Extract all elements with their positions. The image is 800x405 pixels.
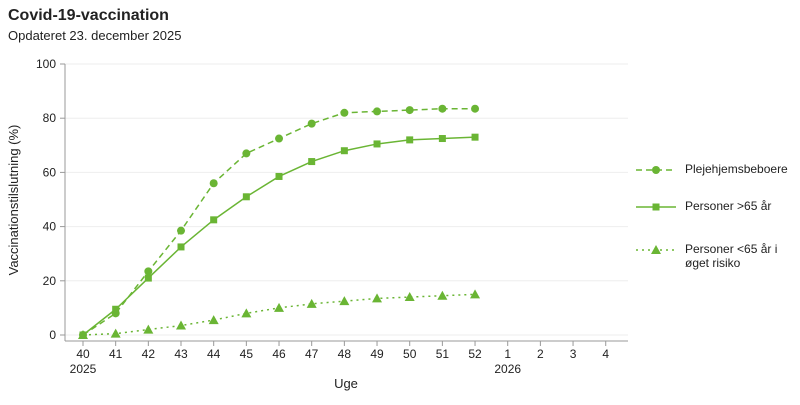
point bbox=[242, 149, 251, 158]
x-tick-label: 50 bbox=[403, 347, 417, 361]
point bbox=[340, 108, 349, 117]
point bbox=[438, 104, 447, 113]
chart-title: Covid-19-vaccination bbox=[8, 7, 169, 24]
x-year-label: 2026 bbox=[494, 362, 521, 376]
point bbox=[406, 136, 414, 144]
point bbox=[471, 104, 480, 113]
point bbox=[274, 302, 285, 312]
point bbox=[339, 296, 350, 306]
x-axis-title: Uge bbox=[334, 376, 358, 391]
point bbox=[241, 308, 252, 318]
x-tick-label: 3 bbox=[570, 347, 577, 361]
point bbox=[372, 293, 383, 303]
point bbox=[208, 315, 219, 325]
y-tick-label: 60 bbox=[43, 165, 57, 179]
x-tick-label: 48 bbox=[338, 347, 352, 361]
legend-label: Personer <65 år i øget risiko bbox=[685, 242, 778, 270]
point bbox=[652, 203, 660, 211]
point bbox=[373, 140, 381, 148]
series-line bbox=[82, 107, 476, 336]
y-tick-label: 80 bbox=[43, 111, 57, 125]
legend-label: Personer >65 år bbox=[685, 199, 772, 213]
point bbox=[404, 292, 415, 302]
x-tick-label: 42 bbox=[142, 347, 156, 361]
x-tick-label: 4 bbox=[602, 347, 609, 361]
x-tick-label: 40 bbox=[76, 347, 90, 361]
point bbox=[308, 158, 316, 166]
point bbox=[340, 147, 348, 155]
point bbox=[78, 330, 88, 339]
x-tick-label: 41 bbox=[109, 347, 123, 361]
point bbox=[652, 166, 660, 174]
point bbox=[242, 193, 250, 201]
y-tick-label: 0 bbox=[49, 328, 56, 342]
point bbox=[275, 134, 284, 143]
point bbox=[438, 135, 446, 143]
legend-label: Plejehjemsbeboere bbox=[685, 162, 788, 176]
point bbox=[373, 107, 382, 116]
point bbox=[306, 298, 317, 308]
point bbox=[307, 119, 316, 128]
y-tick-label: 40 bbox=[43, 220, 57, 234]
y-tick-label: 20 bbox=[43, 274, 57, 288]
x-tick-label: 49 bbox=[370, 347, 384, 361]
point bbox=[143, 324, 154, 334]
point bbox=[177, 243, 185, 251]
point bbox=[176, 320, 187, 330]
point bbox=[210, 216, 218, 224]
point bbox=[112, 305, 120, 313]
point bbox=[209, 179, 218, 188]
point bbox=[144, 274, 152, 282]
point bbox=[144, 267, 153, 276]
point bbox=[470, 289, 481, 299]
point bbox=[437, 290, 448, 300]
chart-subtitle: Opdateret 23. december 2025 bbox=[8, 28, 181, 43]
point bbox=[651, 245, 661, 254]
x-tick-label: 46 bbox=[272, 347, 286, 361]
x-tick-label: 45 bbox=[240, 347, 254, 361]
point bbox=[405, 106, 414, 115]
point bbox=[177, 226, 186, 235]
x-tick-label: 2 bbox=[537, 347, 544, 361]
x-tick-label: 51 bbox=[436, 347, 450, 361]
point bbox=[110, 328, 121, 338]
x-year-label: 2025 bbox=[70, 362, 97, 376]
y-axis-title: Vaccinationstilslutning (%) bbox=[6, 125, 21, 276]
x-tick-label: 44 bbox=[207, 347, 221, 361]
point bbox=[471, 133, 479, 141]
x-tick-label: 1 bbox=[504, 347, 511, 361]
y-tick-label: 100 bbox=[36, 57, 56, 71]
series-line bbox=[82, 293, 476, 336]
x-tick-label: 47 bbox=[305, 347, 319, 361]
x-tick-label: 43 bbox=[174, 347, 188, 361]
point bbox=[275, 172, 283, 180]
x-tick-label: 52 bbox=[468, 347, 482, 361]
